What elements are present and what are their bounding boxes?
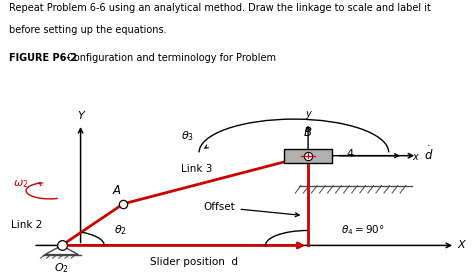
Text: before setting up the equations.: before setting up the equations. [9, 25, 167, 35]
Text: Repeat Problem 6-6 using an analytical method. Draw the linkage to scale and lab: Repeat Problem 6-6 using an analytical m… [9, 3, 431, 13]
Bar [284, 149, 332, 163]
Text: $O_2$: $O_2$ [54, 261, 69, 275]
Text: 4: 4 [346, 149, 353, 159]
Text: FIGURE P6-2: FIGURE P6-2 [9, 53, 78, 63]
Text: $\theta_2$: $\theta_2$ [114, 223, 127, 237]
Text: B: B [304, 126, 312, 138]
Text: $\dot{d}$: $\dot{d}$ [424, 145, 434, 163]
Text: Offset: Offset [204, 202, 299, 217]
Text: X: X [457, 240, 465, 250]
Text: y: y [305, 109, 311, 119]
Text: $\omega_2$: $\omega_2$ [13, 178, 28, 190]
Text: Link 3: Link 3 [181, 164, 212, 174]
Text: x: x [412, 152, 418, 162]
Text: Y: Y [77, 111, 84, 121]
Text: Configuration and terminology for Problem: Configuration and terminology for Proble… [64, 53, 276, 63]
Text: Link 2: Link 2 [11, 220, 43, 230]
Text: Slider position  d: Slider position d [150, 257, 238, 267]
Text: A: A [112, 184, 120, 197]
Text: $\theta_4 = 90°$: $\theta_4 = 90°$ [341, 224, 385, 237]
Text: $\theta_3$: $\theta_3$ [181, 129, 194, 143]
